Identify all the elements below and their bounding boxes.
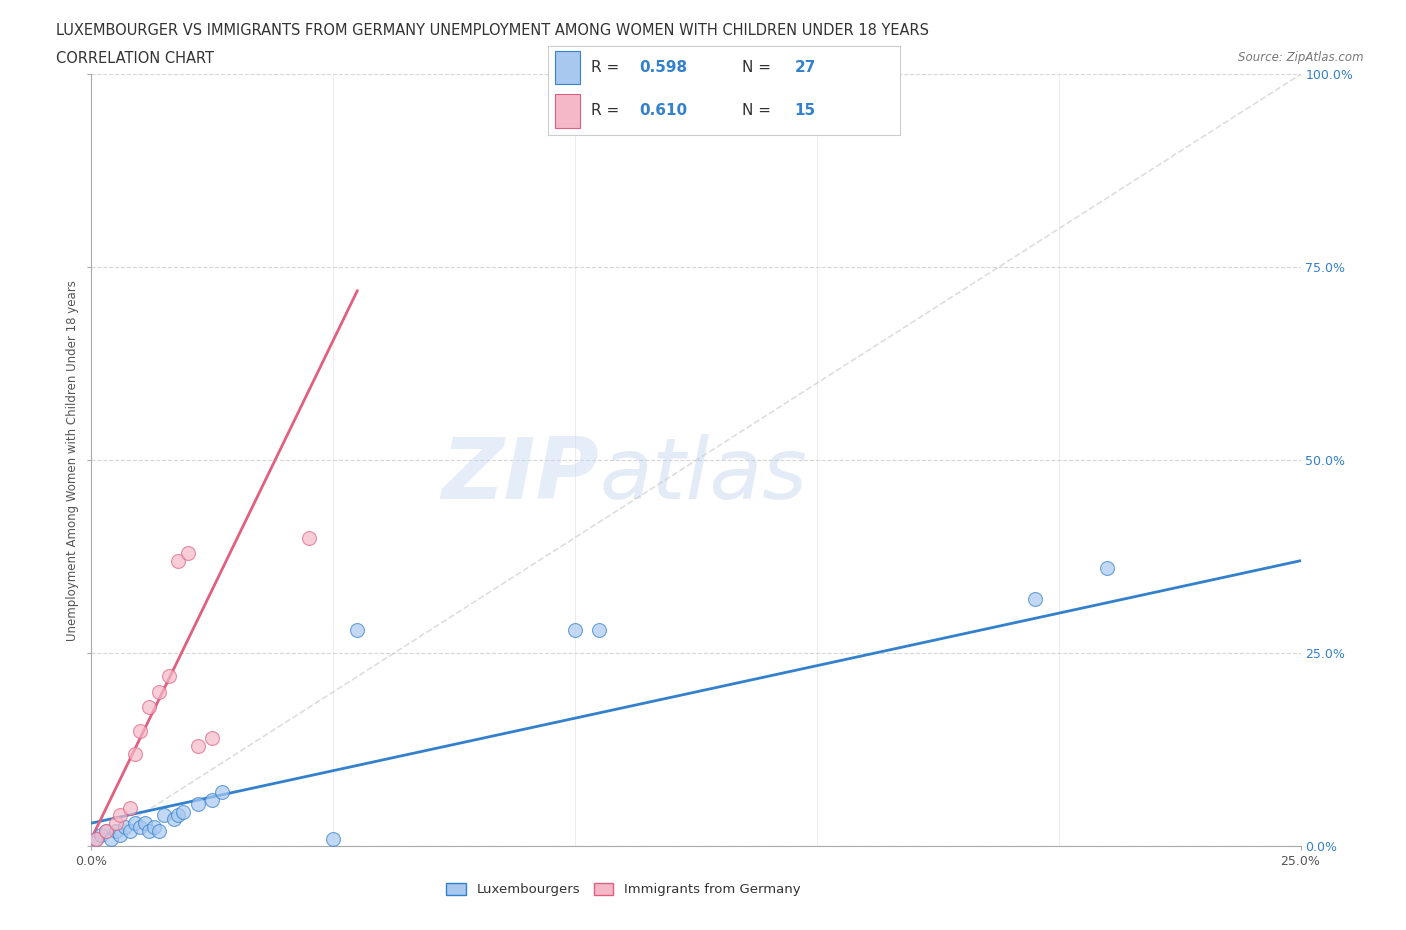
Point — [104, 816, 127, 830]
Text: Source: ZipAtlas.com: Source: ZipAtlas.com — [1239, 51, 1364, 64]
Point — [172, 804, 194, 819]
Point — [564, 623, 586, 638]
Point — [138, 700, 160, 715]
Point — [134, 816, 156, 830]
Text: atlas: atlas — [599, 434, 807, 517]
Point — [588, 623, 610, 638]
Text: 27: 27 — [794, 60, 815, 75]
Point — [138, 823, 160, 838]
Point — [157, 669, 180, 684]
Bar — [555, 51, 581, 85]
Bar — [555, 94, 581, 127]
Point — [187, 796, 209, 811]
Point — [177, 546, 200, 561]
Point — [100, 831, 122, 846]
Point — [187, 738, 209, 753]
Point — [201, 731, 224, 746]
Point — [167, 553, 190, 568]
Point — [346, 623, 368, 638]
Text: R =: R = — [591, 103, 624, 118]
Text: CORRELATION CHART: CORRELATION CHART — [56, 51, 214, 66]
Point — [298, 530, 321, 545]
Point — [148, 684, 170, 699]
Point — [114, 819, 136, 834]
Point — [110, 808, 132, 823]
Point — [153, 808, 176, 823]
Text: 0.598: 0.598 — [640, 60, 688, 75]
Point — [124, 746, 146, 761]
Point — [84, 831, 107, 846]
Text: 0.610: 0.610 — [640, 103, 688, 118]
Text: ZIP: ZIP — [441, 434, 599, 517]
Point — [90, 828, 112, 843]
Text: LUXEMBOURGER VS IMMIGRANTS FROM GERMANY UNEMPLOYMENT AMONG WOMEN WITH CHILDREN U: LUXEMBOURGER VS IMMIGRANTS FROM GERMANY … — [56, 23, 929, 38]
Text: R =: R = — [591, 60, 624, 75]
Y-axis label: Unemployment Among Women with Children Under 18 years: Unemployment Among Women with Children U… — [66, 280, 79, 641]
Text: N =: N = — [742, 103, 776, 118]
Point — [128, 724, 150, 738]
Point — [120, 823, 142, 838]
Point — [104, 823, 127, 838]
Point — [1095, 561, 1118, 576]
Point — [148, 823, 170, 838]
Point — [110, 828, 132, 843]
Point — [94, 823, 117, 838]
Point — [211, 785, 233, 800]
Point — [167, 808, 190, 823]
Point — [94, 823, 117, 838]
Text: 15: 15 — [794, 103, 815, 118]
Point — [120, 800, 142, 815]
Point — [84, 831, 107, 846]
Point — [143, 819, 166, 834]
Point — [162, 812, 184, 827]
Point — [322, 831, 344, 846]
Point — [128, 819, 150, 834]
Text: N =: N = — [742, 60, 776, 75]
Legend: Luxembourgers, Immigrants from Germany: Luxembourgers, Immigrants from Germany — [441, 878, 806, 901]
Point — [124, 816, 146, 830]
Point — [201, 792, 224, 807]
Point — [1024, 591, 1046, 606]
